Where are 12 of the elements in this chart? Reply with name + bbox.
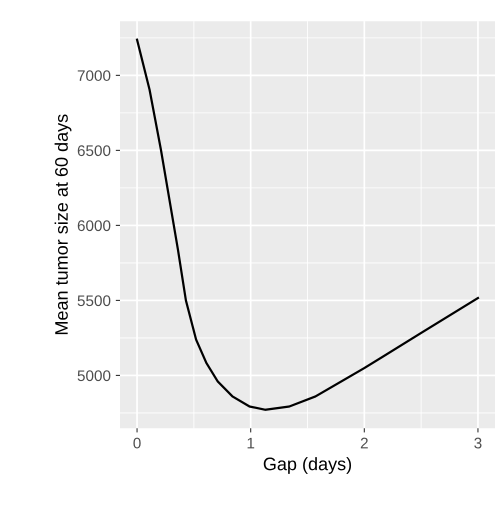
x-axis-title: Gap (days): [264, 457, 352, 474]
y-tick-label: 5500: [78, 295, 110, 306]
y-axis-title: Mean tumor size at 60 days: [54, 114, 72, 334]
y-tick-label: 5000: [78, 370, 110, 382]
line-series: [136, 38, 480, 411]
y-tick-label: 6500: [78, 145, 110, 156]
x-tick-label: 3: [474, 438, 482, 448]
x-tick-label: 2: [360, 438, 368, 448]
x-tick-label: 0: [133, 438, 141, 448]
y-tick-label: 6000: [78, 220, 110, 232]
y-tick-label: 7000: [78, 70, 110, 82]
x-tick-label: 1: [248, 438, 254, 448]
